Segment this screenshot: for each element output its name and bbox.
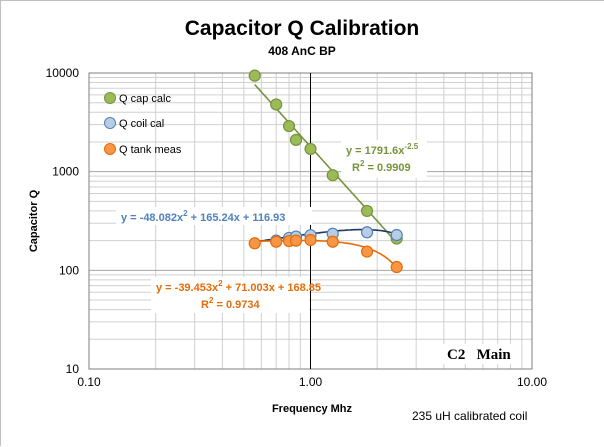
x-axis-label: Frequency Mhz [272, 403, 353, 415]
legend-marker-q-cap-calc [104, 92, 116, 104]
tank-r-squared: R2 = 0.9734 [201, 296, 260, 311]
coil-equation: y = -48.082x2 + 165.24x + 116.93 [121, 209, 285, 224]
point-q-tank-meas [390, 260, 403, 274]
point-q-tank-meas [270, 235, 283, 248]
cap-equation-box [341, 140, 427, 178]
point-q-cap-calc [282, 119, 296, 133]
chart-title: Capacitor Q Calibration [185, 17, 420, 40]
data-points [248, 69, 403, 274]
trendline-q-cap-calc [254, 84, 398, 244]
corner-label: C2 Main [447, 347, 511, 363]
chart-subtitle: 408 AnC BP [268, 44, 336, 58]
y-tick-label: 100 [59, 263, 79, 277]
coil-equation-box [116, 207, 312, 225]
legend: Q cap calc Q coil cal Q tank meas [104, 92, 182, 156]
y-tick-label: 1000 [52, 165, 79, 179]
legend-marker-q-tank-meas [104, 143, 116, 155]
x-tick-label: 1.00 [299, 375, 323, 389]
point-q-tank-meas [360, 245, 374, 258]
legend-label-q-tank-meas: Q tank meas [119, 144, 182, 156]
coil-note: 235 uH calibrated coil [412, 409, 527, 423]
x-tick-label: 0.10 [77, 375, 101, 389]
point-q-cap-calc [289, 133, 303, 146]
point-q-cap-calc [360, 204, 374, 218]
point-q-cap-calc [304, 142, 317, 156]
y-axis-label: Capacitor Q [28, 189, 40, 252]
corner-label-box [443, 344, 519, 364]
legend-label-q-cap-calc: Q cap calc [119, 93, 171, 105]
point-q-tank-meas [326, 235, 339, 248]
tank-equation-box [151, 277, 309, 313]
legend-marker-q-coil-cal [104, 117, 116, 129]
legend-label-q-coil-cal: Q coil cal [119, 118, 164, 130]
cap-r-squared: R2 = 0.9909 [352, 159, 411, 174]
point-q-tank-meas [304, 233, 317, 247]
point-q-cap-calc [270, 98, 283, 111]
point-q-tank-meas [289, 234, 303, 247]
tank-equation: y = -39.453x2 + 71.003x + 168.85 [156, 279, 321, 294]
tick-labels: 0.10 1.00 10.00 10 100 1000 10000 [46, 66, 548, 389]
point-q-cap-calc [248, 69, 261, 82]
cap-equation: y = 1791.6x-2.5 [346, 142, 419, 157]
point-q-tank-meas [248, 237, 261, 250]
y-tick-label: 10 [66, 362, 80, 376]
point-q-coil-cal [390, 228, 403, 242]
x-tick-label: 10.00 [517, 375, 547, 389]
point-q-cap-calc [326, 169, 339, 182]
y-tick-label: 10000 [46, 66, 80, 80]
point-q-coil-cal [360, 226, 374, 239]
